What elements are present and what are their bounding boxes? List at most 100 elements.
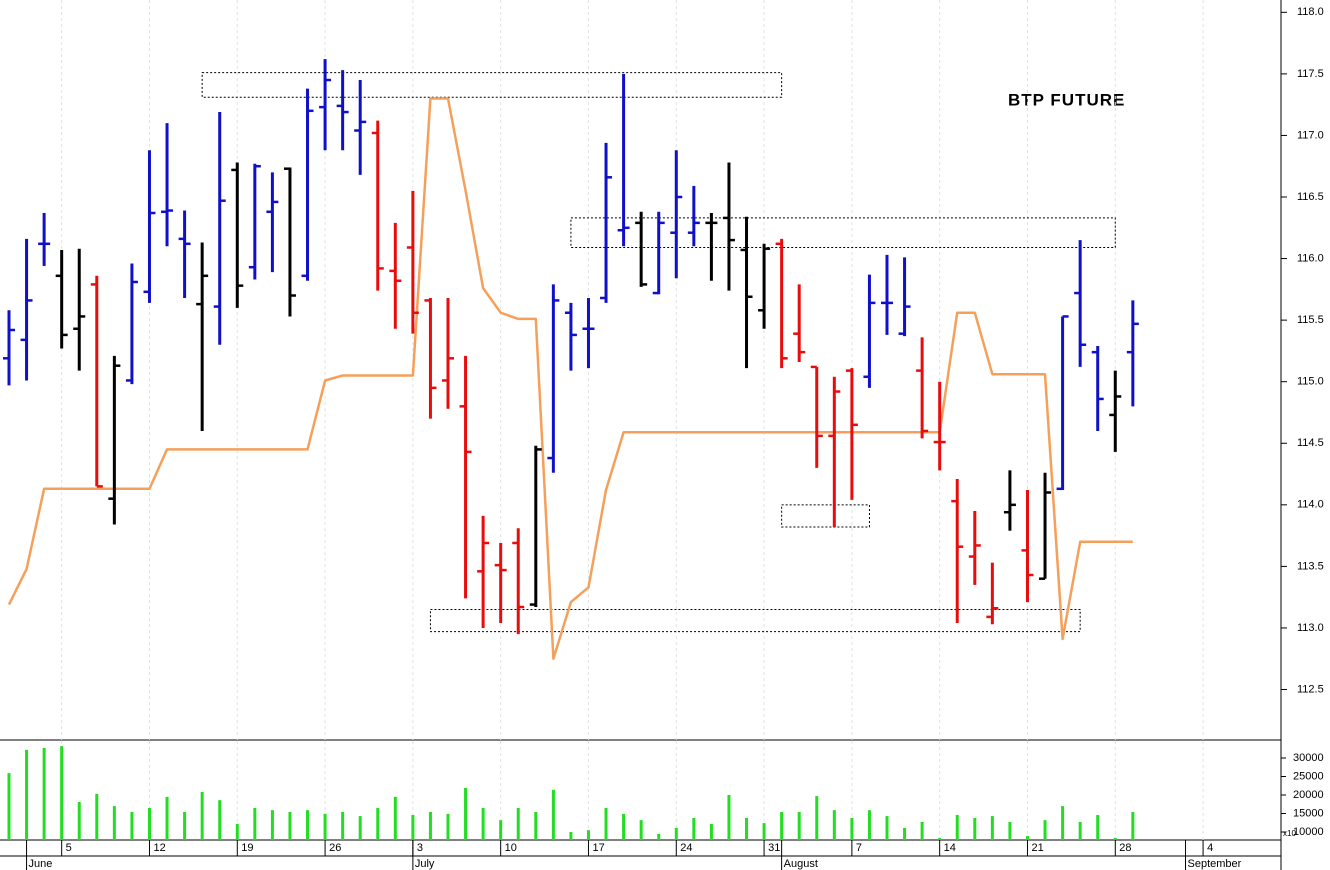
volume-bar — [7, 773, 11, 840]
volume-bar — [25, 749, 29, 840]
volume-bar — [534, 812, 538, 840]
volume-bar — [569, 832, 573, 840]
volume-bar — [920, 822, 924, 840]
volume-bar — [1025, 836, 1029, 840]
y-tick-label: 118.0 — [1297, 6, 1324, 18]
month-label: September — [1188, 858, 1242, 870]
volume-bar — [1113, 837, 1117, 840]
y-tick-label: 117.0 — [1297, 129, 1324, 141]
volume-bar — [762, 823, 766, 840]
volume-bar — [955, 814, 959, 840]
volume-bar — [797, 812, 801, 840]
volume-bar — [165, 796, 169, 840]
volume-bar — [147, 807, 151, 840]
volume-bar — [657, 833, 661, 840]
volume-bar — [376, 807, 380, 840]
volume-bar — [323, 813, 327, 840]
volume-bar — [1043, 820, 1047, 840]
x-tick-label: 21 — [1031, 842, 1043, 854]
volume-tick-label: 30000 — [1293, 752, 1324, 764]
y-tick-label: 113.0 — [1297, 622, 1324, 634]
volume-bar — [709, 823, 713, 840]
volume-bar — [815, 796, 819, 840]
y-tick-label: 116.5 — [1297, 191, 1324, 203]
volume-bar — [903, 827, 907, 840]
volume-bar — [341, 812, 345, 840]
volume-bar — [288, 812, 292, 840]
volume-bar — [218, 800, 222, 840]
volume-bar — [411, 814, 415, 840]
x-tick-label: 28 — [1119, 842, 1131, 854]
zone — [429, 608, 1081, 633]
indicator-line — [7, 97, 1133, 660]
y-tick-label: 114.0 — [1297, 499, 1324, 511]
volume-bar — [77, 802, 81, 840]
y-tick-label: 117.5 — [1297, 68, 1324, 80]
volume-bar — [253, 807, 257, 840]
volume-bar — [393, 796, 397, 840]
volume-bar — [306, 810, 310, 840]
volume-bar — [727, 794, 731, 840]
volume-bar — [464, 787, 468, 840]
month-label: August — [784, 858, 818, 870]
volume-bar — [270, 810, 274, 840]
chart-title: BTP FUTURE — [1008, 90, 1125, 109]
zone — [201, 72, 783, 98]
zone — [570, 217, 1116, 248]
volume-tick-label: 10000 — [1293, 826, 1324, 838]
volume-bar — [183, 812, 187, 840]
volume-bar — [586, 830, 590, 840]
volume-bar — [516, 807, 520, 840]
volume-bar — [42, 748, 46, 840]
x-tick-label: 10 — [505, 842, 517, 854]
volume-bar — [1061, 806, 1065, 840]
y-tick-label: 113.5 — [1297, 560, 1324, 572]
volume-bar — [446, 813, 450, 840]
volume-bar — [867, 810, 871, 840]
x-tick-label: 31 — [768, 842, 780, 854]
volume-bar — [130, 812, 134, 840]
x-tick-label: 3 — [417, 842, 423, 854]
x-tick-label: 4 — [1207, 842, 1213, 854]
y-tick-label: 114.5 — [1297, 437, 1324, 449]
volume-bar — [674, 827, 678, 840]
volume-bar — [639, 820, 643, 840]
x-tick-label: 12 — [153, 842, 165, 854]
y-tick-label: 115.0 — [1297, 376, 1324, 388]
volume-bar — [885, 816, 889, 840]
volume-bar — [499, 820, 503, 840]
volume-bar — [1131, 812, 1135, 840]
x-tick-label: 5 — [66, 842, 72, 854]
volume-bar — [1008, 822, 1012, 840]
zone — [781, 504, 870, 528]
volume-bar — [1096, 814, 1100, 840]
volume-tick-label: 25000 — [1293, 770, 1324, 782]
month-label: July — [415, 858, 435, 870]
volume-tick-label: 20000 — [1293, 789, 1324, 801]
volume-bar — [832, 810, 836, 840]
volume-bar — [990, 816, 994, 840]
month-label: June — [29, 858, 53, 870]
volume-bar — [60, 746, 64, 840]
volume-bar — [850, 817, 854, 840]
x-tick-label: 19 — [241, 842, 253, 854]
volume-bar — [358, 816, 362, 840]
y-tick-label: 116.0 — [1297, 252, 1324, 264]
volume-tick-label: 15000 — [1293, 807, 1324, 819]
y-tick-label: 115.5 — [1297, 314, 1324, 326]
volume-bar — [604, 807, 608, 840]
volume-bar — [692, 817, 696, 840]
volume-bar — [428, 812, 432, 840]
x-tick-label: 7 — [856, 842, 862, 854]
volume-bar — [745, 817, 749, 840]
x-tick-label: 24 — [680, 842, 692, 854]
volume-bar — [112, 806, 116, 840]
volume-unit-label: x10 — [1283, 829, 1296, 838]
volume-bar — [1078, 822, 1082, 840]
volume-bar — [200, 792, 204, 840]
volume-bar — [938, 837, 942, 840]
x-tick-label: 17 — [592, 842, 604, 854]
volume-bar — [973, 817, 977, 840]
